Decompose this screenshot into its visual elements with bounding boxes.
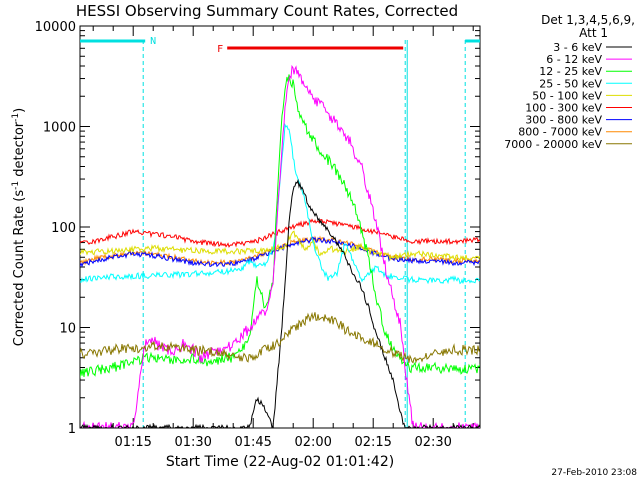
series-line-0 — [80, 178, 480, 428]
legend-label: 50 - 100 keV — [532, 89, 602, 102]
series-line-2 — [80, 74, 480, 378]
legend-label: 25 - 50 keV — [539, 77, 602, 90]
x-tick-label: 02:00 — [294, 435, 331, 450]
y-tick-label: 10 — [59, 322, 76, 337]
chart-annotations: NF — [80, 36, 480, 428]
series-line-4 — [80, 230, 480, 262]
legend-label: 12 - 25 keV — [539, 65, 602, 78]
legend-label: 6 - 12 keV — [546, 53, 602, 66]
footer-date: 27-Feb-2010 23:08 — [551, 468, 637, 478]
legend-label: 300 - 800 keV — [525, 114, 602, 127]
y-tick-label: 1 — [68, 422, 76, 437]
chart-title: HESSI Observing Summary Count Rates, Cor… — [76, 2, 458, 20]
y-tick-label: 10000 — [35, 20, 76, 35]
y-axis-label-sup2: -1 — [11, 113, 21, 122]
series-layer — [80, 64, 480, 428]
legend-header-line2: Att 1 — [579, 26, 608, 40]
night-label: N — [150, 36, 156, 47]
y-axis-label-mid: detector — [12, 121, 27, 181]
y-axis: 1 10 100 1000 10000 — [35, 20, 480, 437]
x-tick-label: 01:45 — [234, 435, 271, 450]
y-axis-label-sup1: -1 — [11, 181, 21, 190]
x-tick-label: 01:30 — [174, 435, 211, 450]
flare-label: F — [217, 44, 223, 55]
x-axis-label: Start Time (22-Aug-02 01:01:42) — [166, 454, 394, 470]
series-line-8 — [80, 311, 480, 364]
series-line-5 — [80, 218, 480, 248]
y-axis-label: Corrected Count Rate (s-1 detector-1) — [11, 108, 27, 346]
y-axis-label-main: Corrected Count Rate (s — [12, 190, 27, 347]
legend-label: 800 - 7000 keV — [518, 126, 602, 139]
legend-label: 7000 - 20000 keV — [504, 138, 602, 151]
series-line-1 — [80, 64, 480, 428]
legend-header-line1: Det 1,3,4,5,6,9, — [541, 13, 635, 27]
y-axis-label-end: ) — [12, 108, 27, 113]
x-tick-label: 01:15 — [114, 435, 151, 450]
legend-label: 100 - 300 keV — [525, 102, 602, 115]
y-tick-label: 100 — [51, 221, 76, 236]
x-axis: 01:15 01:30 01:45 02:00 02:15 02:30 — [92, 26, 474, 450]
x-tick-label: 02:15 — [354, 435, 391, 450]
x-tick-label: 02:30 — [414, 435, 451, 450]
legend-label: 3 - 6 keV — [553, 41, 602, 54]
y-tick-label: 1000 — [43, 121, 76, 136]
